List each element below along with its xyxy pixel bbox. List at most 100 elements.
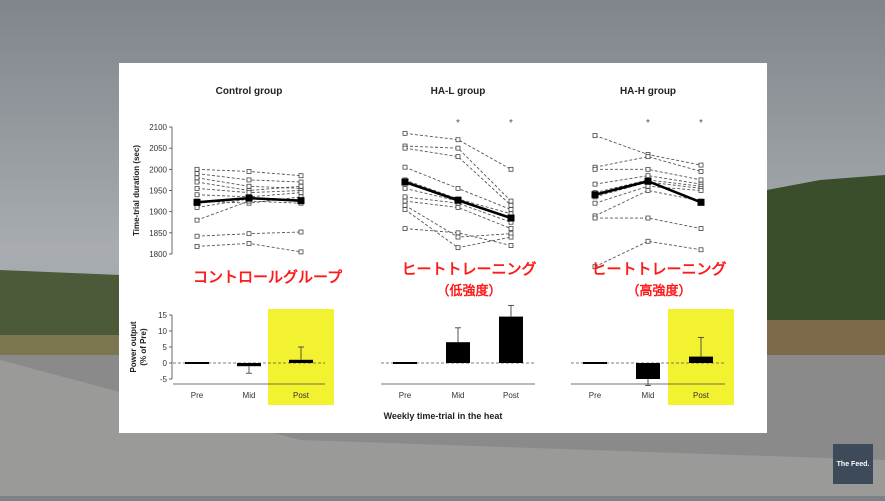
individual-point bbox=[645, 188, 651, 193]
individual-point bbox=[402, 202, 408, 208]
individual-point bbox=[592, 181, 598, 187]
panel-title: HA-L group bbox=[431, 86, 486, 97]
annotation-hah: ヒートトレーニング （高強度） bbox=[591, 260, 727, 299]
bar-x-tick-label: Post bbox=[293, 391, 310, 400]
individual-point bbox=[698, 188, 704, 193]
individual-point bbox=[298, 173, 304, 179]
individual-point bbox=[298, 183, 304, 189]
line-y-tick-label: 1950 bbox=[149, 187, 167, 196]
individual-point bbox=[455, 205, 461, 210]
individual-point bbox=[592, 264, 598, 270]
bar-x-tick-label: Pre bbox=[191, 391, 204, 400]
line-y-tick-label: 2000 bbox=[149, 165, 167, 174]
individual-point bbox=[508, 243, 514, 248]
individual-point bbox=[508, 202, 514, 208]
individual-point bbox=[402, 164, 408, 170]
individual-point bbox=[508, 226, 514, 232]
panel-title: Control group bbox=[216, 86, 283, 97]
annotation-hal: ヒートトレーニング （低強度） bbox=[401, 260, 537, 299]
individual-point bbox=[455, 234, 461, 240]
individual-point bbox=[194, 175, 200, 181]
panel-title: HA-H group bbox=[620, 86, 676, 97]
bar-x-tick-label: Mid bbox=[452, 391, 465, 400]
figure-svg: Control group HA-L group HA-H group 1800 185… bbox=[129, 86, 734, 421]
individual-point bbox=[645, 154, 651, 160]
individual-point bbox=[402, 226, 408, 232]
individual-point bbox=[246, 241, 252, 246]
individual-line bbox=[594, 156, 702, 172]
line-y-tick-label: 2100 bbox=[149, 123, 167, 132]
bar bbox=[689, 356, 713, 363]
individual-point bbox=[194, 166, 200, 172]
mean-point bbox=[591, 191, 599, 199]
bar-y-tick-label: 15 bbox=[158, 311, 167, 320]
individual-point bbox=[298, 190, 304, 196]
individual-line bbox=[404, 147, 512, 206]
individual-point bbox=[402, 185, 408, 191]
individual-point bbox=[508, 207, 514, 212]
individual-point bbox=[645, 183, 651, 189]
individual-point bbox=[645, 166, 651, 172]
individual-point bbox=[645, 215, 651, 221]
individual-point bbox=[194, 171, 200, 176]
bar-x-tick-label: Pre bbox=[589, 391, 602, 400]
x-axis-label: Weekly time-trial in the heat bbox=[384, 411, 503, 421]
individual-point bbox=[194, 179, 200, 185]
individual-point bbox=[592, 215, 598, 221]
bar bbox=[446, 342, 470, 363]
individual-point bbox=[402, 198, 408, 204]
bar bbox=[499, 316, 523, 363]
individual-point bbox=[592, 200, 598, 206]
individual-point bbox=[455, 137, 461, 143]
individual-point bbox=[194, 217, 200, 223]
bar bbox=[636, 363, 660, 379]
bar bbox=[289, 359, 313, 363]
individual-point bbox=[455, 245, 461, 251]
individual-point bbox=[698, 162, 704, 168]
bar-x-tick-label: Post bbox=[693, 391, 710, 400]
individual-line bbox=[594, 190, 702, 217]
individual-point bbox=[455, 154, 461, 160]
individual-point bbox=[194, 243, 200, 249]
annotation-control: コントロールグループ bbox=[193, 268, 343, 286]
individual-point bbox=[698, 177, 704, 183]
individual-point bbox=[246, 190, 252, 196]
individual-line bbox=[594, 179, 702, 194]
individual-point bbox=[194, 233, 200, 239]
individual-point bbox=[455, 145, 461, 151]
bar-y-axis-label: Power output bbox=[129, 321, 138, 372]
individual-point bbox=[194, 205, 200, 210]
figure-panel: Control group HA-L group HA-H group 1800 185… bbox=[119, 63, 767, 433]
individual-point bbox=[298, 249, 304, 255]
individual-point bbox=[246, 183, 252, 189]
mean-point bbox=[644, 177, 652, 185]
mean-point bbox=[193, 198, 201, 206]
individual-point bbox=[645, 173, 651, 179]
individual-point bbox=[298, 229, 304, 235]
individual-point bbox=[698, 169, 704, 174]
line-y-tick-label: 2050 bbox=[149, 144, 167, 153]
individual-point bbox=[402, 194, 408, 200]
individual-point bbox=[298, 179, 304, 185]
individual-point bbox=[645, 238, 651, 244]
significance-marker: * bbox=[456, 118, 460, 129]
line-y-tick-label: 1850 bbox=[149, 229, 167, 238]
individual-line bbox=[404, 145, 512, 202]
individual-point bbox=[194, 192, 200, 198]
individual-point bbox=[246, 177, 252, 183]
mean-point bbox=[401, 178, 409, 186]
significance-marker: * bbox=[699, 118, 703, 129]
individual-point bbox=[508, 234, 514, 240]
individual-point bbox=[508, 198, 514, 204]
individual-line bbox=[404, 228, 512, 246]
mean-point bbox=[507, 214, 515, 222]
individual-point bbox=[402, 130, 408, 136]
bar-y-tick-label: 10 bbox=[158, 327, 167, 336]
individual-point bbox=[698, 226, 704, 232]
individual-point bbox=[402, 207, 408, 212]
individual-point bbox=[246, 231, 252, 237]
mean-point bbox=[245, 194, 253, 202]
individual-line bbox=[594, 175, 702, 185]
bar-x-tick-label: Post bbox=[503, 391, 520, 400]
brand-logo: The Feed. bbox=[833, 444, 873, 484]
